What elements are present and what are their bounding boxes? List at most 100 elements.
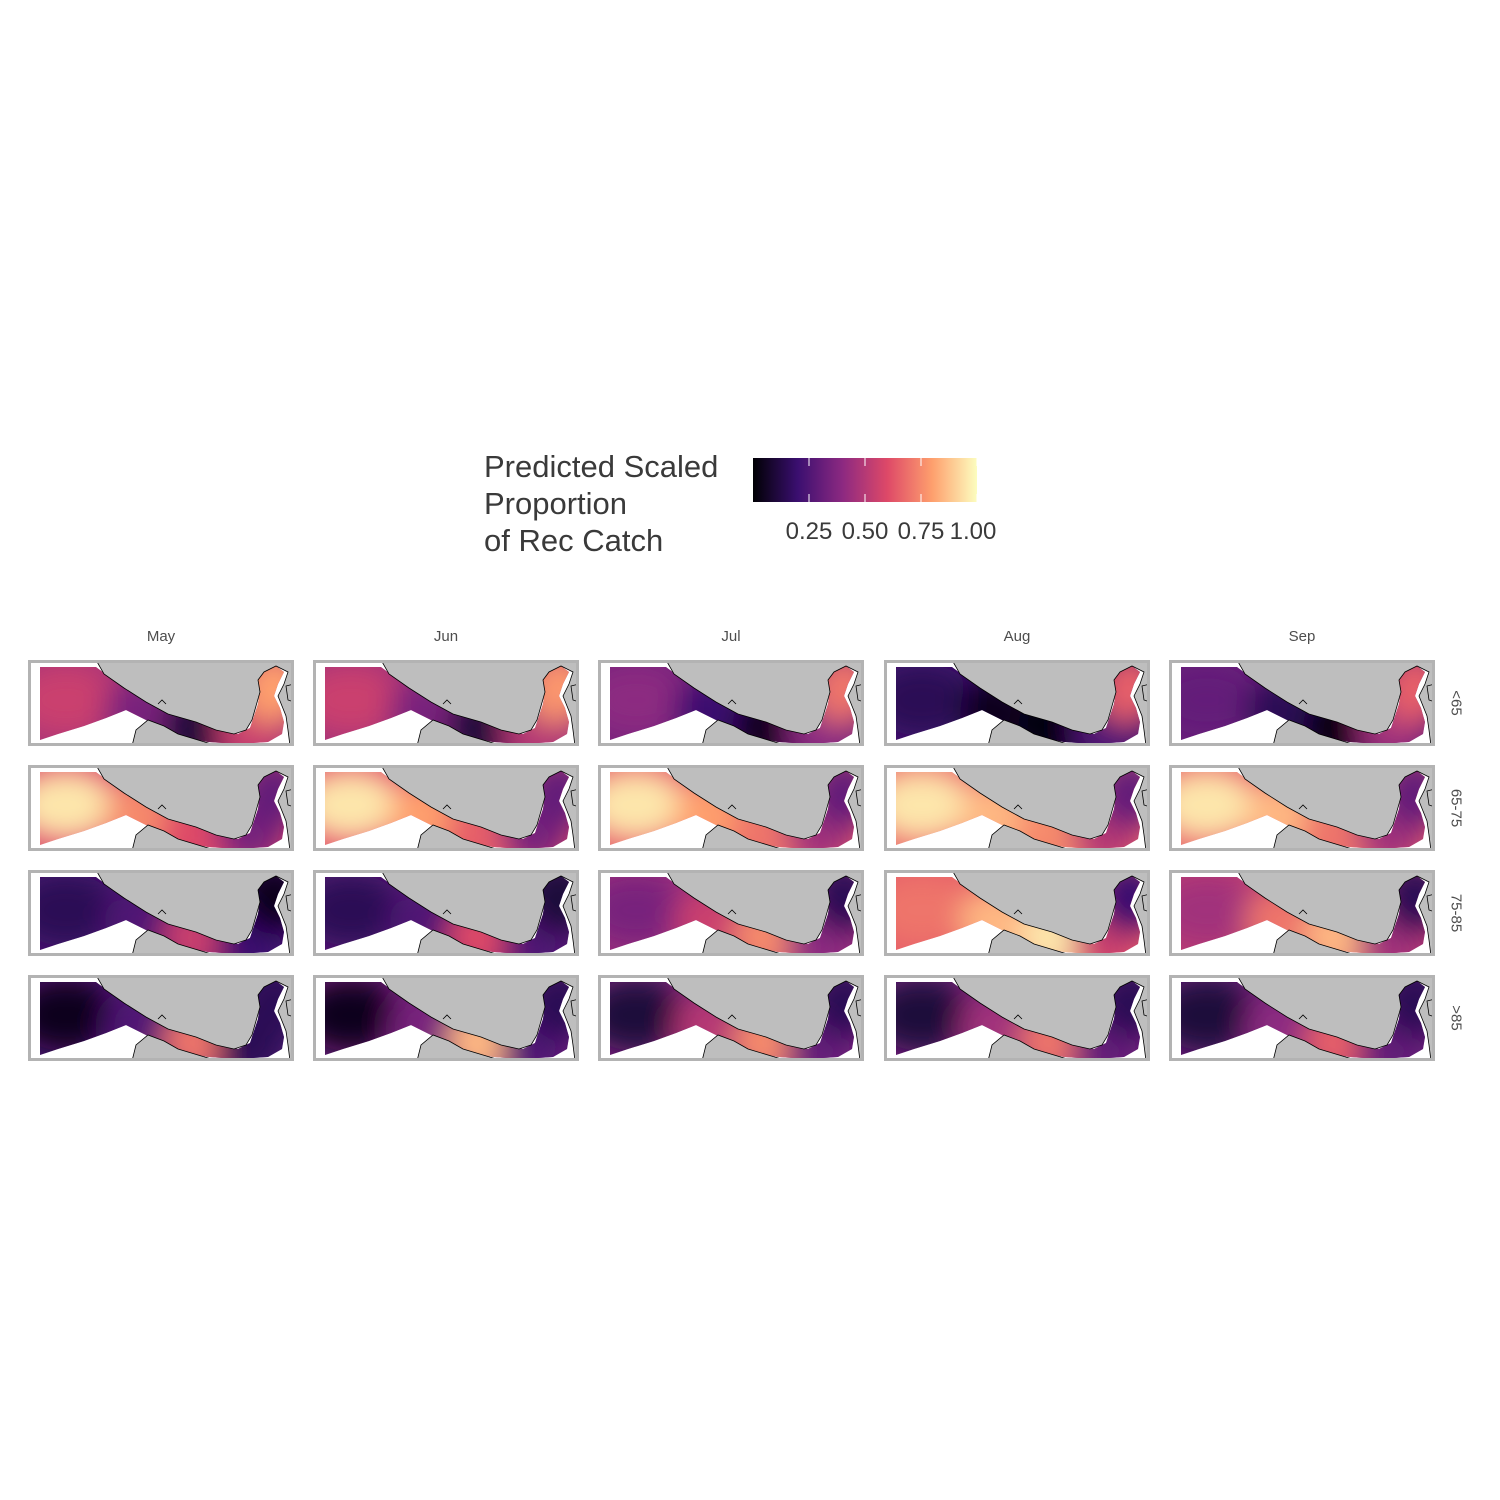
map-panel-jun-row3 [313,975,579,1061]
map-svg [1169,870,1435,956]
panel-border [1169,765,1435,851]
row-label-3: >85 [1447,1005,1465,1031]
colorbar-tick-label: 0.75 [897,518,945,545]
panel-border [598,660,864,746]
map-panel-aug-row1 [884,765,1150,851]
map-svg [28,765,294,851]
pier-outline [1298,699,1308,705]
map-svg [28,660,294,746]
pier-outline [1298,909,1308,915]
map-panel-may-row1 [28,765,294,851]
pier-outline [442,909,452,915]
panel-border [1169,975,1435,1061]
zone-west [325,876,403,946]
map-svg [598,660,864,746]
map-svg [1169,975,1435,1061]
zone-west [896,666,974,736]
pier-outline [157,804,167,810]
land-mass [380,870,579,956]
land-mass [95,975,294,1061]
map-panel-may-row0 [28,660,294,746]
land-mass [380,660,579,746]
land-mass [380,765,579,851]
land-mass [95,765,294,851]
panel-border [313,975,579,1061]
zone-west [40,876,118,946]
land-mass [665,765,864,851]
map-panel-aug-row0 [884,660,1150,746]
colorbar-tick-label: 0.50 [841,518,889,545]
map-panel-jun-row0 [313,660,579,746]
land-mass [665,870,864,956]
panel-border [28,660,294,746]
legend-title-line-1: Predicted Scaled [484,449,719,484]
pier-outline [1013,909,1023,915]
panel-border [28,975,294,1061]
zone-west [40,981,118,1051]
panel-border [28,870,294,956]
pier-outline [442,1014,452,1020]
map-svg [313,660,579,746]
land-mass [1236,660,1435,746]
map-svg [598,765,864,851]
map-svg [1169,660,1435,746]
panel-border [598,975,864,1061]
map-svg [28,975,294,1061]
zone-west [40,666,118,736]
column-label-jul: Jul [721,628,741,645]
map-panel-jul-row2 [598,870,864,956]
map-svg [884,765,1150,851]
colorbar-legend: Predicted Scaled Proportion of Rec Catch [484,448,1044,568]
panel-border [884,975,1150,1061]
colorbar [753,458,977,502]
zone-west [610,771,688,841]
row-label-1: 65-75 [1447,788,1465,828]
column-label-may: May [146,628,176,645]
map-svg [1169,765,1435,851]
land-mass [1236,765,1435,851]
pier-outline [157,909,167,915]
map-panel-aug-row3 [884,975,1150,1061]
map-svg [313,765,579,851]
pier-outline [1298,804,1308,810]
map-svg [884,870,1150,956]
column-label-aug: Aug [1003,628,1031,645]
zone-west [1181,981,1259,1051]
map-svg [598,870,864,956]
land-mass [95,870,294,956]
map-svg [313,870,579,956]
panel-border [884,870,1150,956]
pier-outline [727,699,737,705]
map-svg [884,975,1150,1061]
pier-outline [727,1014,737,1020]
map-svg [598,975,864,1061]
zone-west [896,876,974,946]
land-mass [1236,975,1435,1061]
land-mass [951,870,1150,956]
map-panel-may-row2 [28,870,294,956]
zone-west [325,666,403,736]
panel-border [28,765,294,851]
map-panel-sep-row3 [1169,975,1435,1061]
map-svg [313,975,579,1061]
map-svg [28,870,294,956]
pier-outline [1013,1014,1023,1020]
panel-border [313,765,579,851]
column-label-sep: Sep [1288,628,1316,645]
pier-outline [1298,1014,1308,1020]
panel-border [313,660,579,746]
map-panel-jul-row1 [598,765,864,851]
map-panel-may-row3 [28,975,294,1061]
pier-outline [157,699,167,705]
zone-west [1181,666,1259,736]
row-label-2: 75-85 [1447,893,1465,933]
map-panel-jun-row2 [313,870,579,956]
zone-west [325,981,403,1051]
map-panel-sep-row1 [1169,765,1435,851]
panel-border [598,765,864,851]
colorbar-tick-label: 1.00 [949,518,997,545]
map-panel-jun-row1 [313,765,579,851]
map-panel-sep-row0 [1169,660,1435,746]
pier-outline [1013,804,1023,810]
land-mass [95,660,294,746]
